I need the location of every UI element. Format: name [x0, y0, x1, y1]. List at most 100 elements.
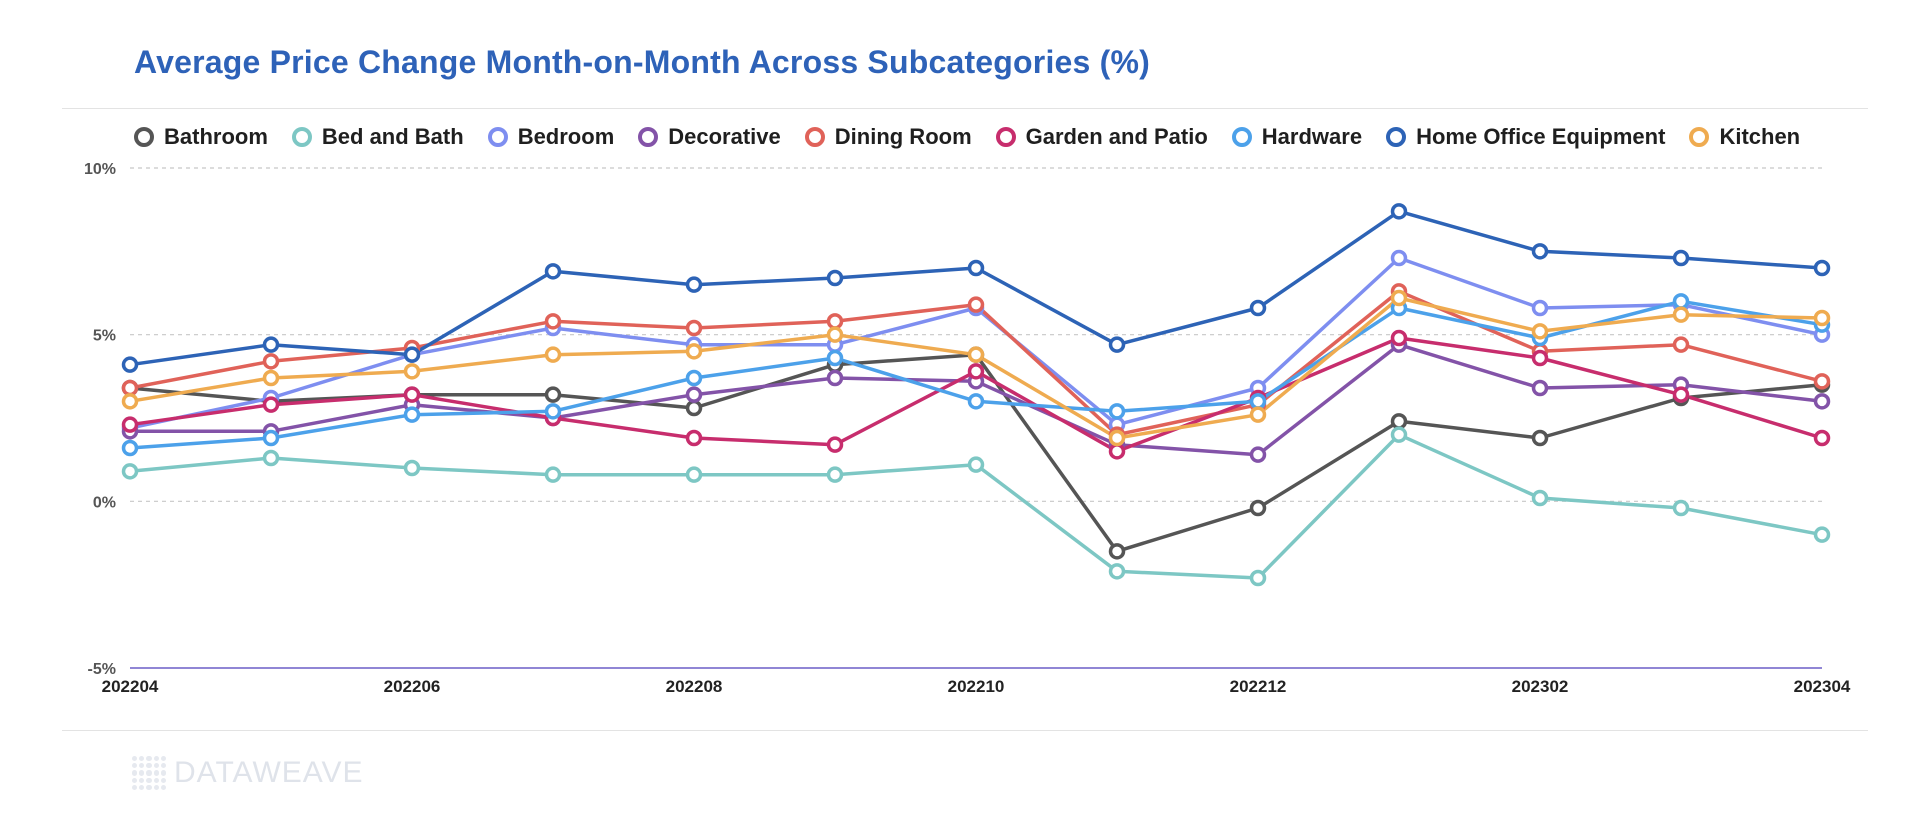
y-tick-label: -5% [88, 661, 116, 678]
chart-title: Average Price Change Month-on-Month Acro… [134, 44, 1150, 80]
y-tick-label: 10% [84, 161, 116, 178]
data-point [1672, 293, 1690, 310]
data-point [1249, 446, 1267, 463]
data-point [403, 459, 421, 477]
data-point [1249, 393, 1267, 410]
data-point [262, 396, 280, 413]
data-point [544, 263, 562, 280]
legend-item[interactable]: Bedroom [487, 124, 615, 150]
data-point [403, 346, 421, 363]
data-point [1813, 373, 1831, 390]
data-point [262, 429, 280, 447]
data-point [826, 436, 844, 453]
data-point [685, 466, 703, 483]
data-point [967, 363, 985, 380]
legend-label: Bedroom [517, 124, 615, 149]
data-point [403, 386, 421, 403]
data-point [826, 349, 844, 367]
data-point [121, 356, 139, 373]
data-point [1108, 429, 1126, 447]
legend-marker-icon [134, 127, 154, 147]
data-point [1249, 299, 1267, 317]
data-point [544, 466, 562, 483]
data-point [1531, 299, 1549, 317]
data-point [262, 353, 280, 370]
data-point [544, 403, 562, 420]
data-point [826, 326, 844, 343]
legend-label: Dining Room [834, 124, 972, 149]
data-point [1108, 563, 1126, 580]
data-point [1531, 349, 1549, 367]
watermark-logo-icon [132, 756, 166, 790]
series-line [128, 432, 1824, 580]
x-tick-label: 202206 [384, 677, 441, 696]
legend-item[interactable]: Dining Room [804, 124, 972, 150]
data-point [967, 346, 985, 363]
legend-marker-icon [995, 127, 1016, 147]
data-point [1531, 379, 1549, 397]
legend-label: Hardware [1261, 124, 1363, 149]
legend-item[interactable]: Decorative [638, 124, 781, 150]
data-point [967, 393, 985, 410]
data-point [1813, 259, 1831, 277]
data-point [121, 416, 139, 433]
legend-label: Kitchen [1719, 124, 1801, 149]
data-point [685, 429, 703, 447]
legend-marker-icon [638, 127, 659, 147]
legend-item[interactable]: Bathroom [134, 124, 268, 150]
data-point [826, 269, 844, 287]
data-point [685, 386, 703, 403]
legend-label: Bed and Bath [321, 124, 464, 149]
data-point [262, 449, 280, 467]
legend-label: Bathroom [164, 124, 268, 149]
data-point [685, 399, 703, 417]
legend-item[interactable]: Garden and Patio [995, 124, 1208, 150]
chart-legend: Bathroom Bed and Bath Bedroom Decorative Din… [134, 124, 1800, 150]
data-point [967, 296, 985, 313]
data-point [1813, 309, 1831, 327]
legend-marker-icon [1689, 127, 1710, 147]
data-point [1390, 413, 1408, 430]
legend-marker-icon [1231, 127, 1252, 147]
data-point [121, 463, 139, 480]
data-point [685, 369, 703, 387]
data-point [1390, 249, 1408, 267]
data-point [1390, 426, 1408, 443]
data-point [544, 346, 562, 363]
data-point [1390, 203, 1408, 220]
data-point [1108, 336, 1126, 353]
data-point [262, 369, 280, 387]
data-point [826, 313, 844, 330]
data-point [1390, 329, 1408, 347]
data-point [1531, 323, 1549, 340]
data-point [1108, 443, 1126, 460]
data-point [1813, 429, 1831, 447]
legend-marker-icon [487, 127, 508, 147]
data-point [1108, 403, 1126, 420]
data-point [1531, 429, 1549, 447]
data-point [1672, 336, 1690, 353]
data-point [826, 466, 844, 483]
legend-item[interactable]: Home Office Equipment [1386, 124, 1665, 150]
legend-item[interactable]: Kitchen [1689, 124, 1800, 150]
data-point [1531, 489, 1549, 507]
x-tick-label: 202304 [1794, 677, 1851, 696]
data-point [121, 393, 139, 410]
data-point [544, 386, 562, 403]
bottom-divider [62, 730, 1868, 731]
legend-label: Home Office Equipment [1416, 124, 1666, 149]
data-point [826, 369, 844, 387]
watermark-text: DATAWEAVE [174, 756, 364, 789]
data-point [1531, 243, 1549, 260]
x-tick-label: 202208 [666, 677, 723, 696]
data-point [1390, 289, 1408, 307]
data-point [1813, 526, 1831, 543]
data-point [685, 343, 703, 360]
data-point [262, 336, 280, 353]
data-point [1249, 499, 1267, 517]
legend-label: Garden and Patio [1025, 124, 1208, 149]
data-point [1672, 306, 1690, 323]
legend-item[interactable]: Hardware [1231, 124, 1363, 150]
legend-item[interactable]: Bed and Bath [291, 124, 464, 150]
